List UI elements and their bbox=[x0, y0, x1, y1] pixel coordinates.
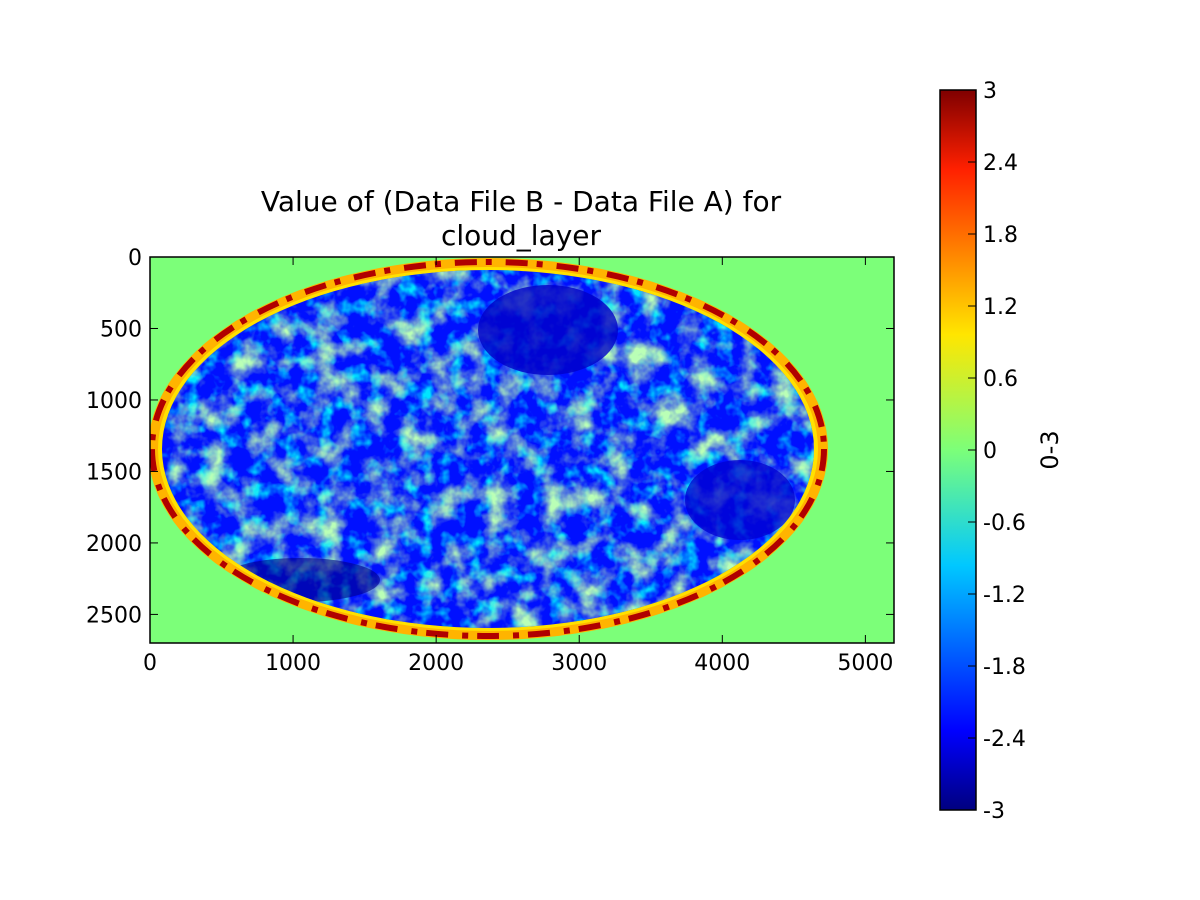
chart-title-line-2: cloud_layer bbox=[441, 219, 602, 252]
disk-dark-patch bbox=[478, 285, 618, 375]
y-tick-label: 2000 bbox=[86, 532, 142, 557]
x-tick-label: 2000 bbox=[408, 651, 464, 676]
disk-dark-patch bbox=[685, 460, 795, 540]
colorbar-tick-label: -1.8 bbox=[983, 655, 1026, 680]
y-tick-label: 1500 bbox=[86, 460, 142, 485]
chart-title: Value of (Data File B - Data File A) for… bbox=[261, 185, 782, 252]
y-tick-label: 500 bbox=[100, 317, 142, 342]
y-tick-label: 1000 bbox=[86, 389, 142, 414]
colorbar-tick-label: 0.6 bbox=[983, 367, 1018, 392]
colorbar-ticks: 3 2.4 1.8 1.2 0.6 0 -0.6 -1.2 -1.8 -2.4 -3 bbox=[968, 79, 1026, 824]
colorbar-tick-label: 2.4 bbox=[983, 151, 1018, 176]
x-tick-label: 1000 bbox=[265, 651, 321, 676]
colorbar-tick-label: -3 bbox=[983, 799, 1005, 824]
plot-frame bbox=[149, 256, 895, 644]
x-tick-label: 0 bbox=[143, 651, 157, 676]
colorbar-tick-label: -2.4 bbox=[983, 727, 1026, 752]
x-tick-label: 5000 bbox=[837, 651, 893, 676]
y-tick-label: 0 bbox=[128, 246, 142, 271]
colorbar-tick-label: 1.2 bbox=[983, 295, 1018, 320]
colorbar-tick-label: 1.8 bbox=[983, 223, 1018, 248]
colorbar-tick-label: -0.6 bbox=[983, 511, 1026, 536]
x-axis: 0 1000 2000 3000 4000 5000 bbox=[143, 257, 893, 676]
colorbar: 3 2.4 1.8 1.2 0.6 0 -0.6 -1.2 -1.8 -2.4 -3 0-3 bbox=[939, 79, 1064, 824]
plot-area: 0 1000 2000 3000 4000 5000 0 500 1000 1500 2000 25… bbox=[86, 246, 895, 676]
chart-title-line-1: Value of (Data File B - Data File A) for bbox=[261, 185, 782, 218]
y-tick-label: 2500 bbox=[86, 603, 142, 628]
disk-rim-dark bbox=[150, 259, 827, 639]
y-axis: 0 500 1000 1500 2000 2500 bbox=[86, 246, 894, 628]
x-tick-label: 4000 bbox=[694, 651, 750, 676]
colorbar-tick-label: 0 bbox=[983, 439, 997, 464]
colorbar-tick-label: 3 bbox=[983, 79, 997, 104]
colorbar-tick-label: -1.2 bbox=[983, 583, 1026, 608]
x-tick-label: 3000 bbox=[551, 651, 607, 676]
colorbar-label: 0-3 bbox=[1036, 430, 1064, 469]
